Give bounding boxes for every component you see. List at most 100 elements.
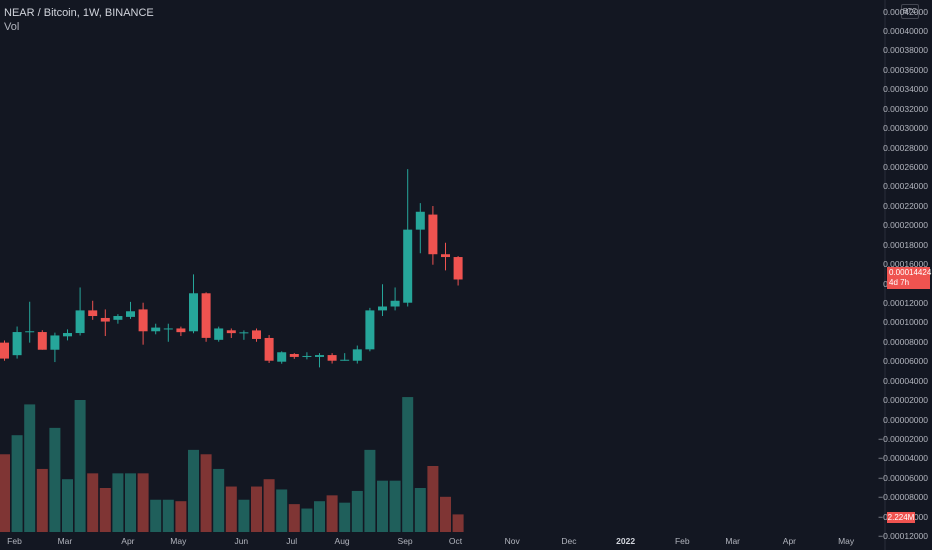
price-tick-label: −0.00008000 [878, 492, 928, 503]
last-price-value: 0.00014424 [889, 268, 932, 277]
time-tick-label: Mar [57, 536, 73, 546]
time-tick-label: Sep [397, 536, 413, 546]
candle-body [37, 332, 47, 350]
candle-body [403, 229, 413, 303]
candle-body [428, 214, 438, 255]
volume-bar [213, 468, 225, 532]
candle [176, 326, 186, 337]
candle-body [75, 310, 85, 334]
volume-bar [402, 397, 414, 532]
price-tick-label: 0.00042000 [883, 6, 928, 17]
volume-bar [452, 514, 464, 532]
time-tick-label: 2022 [616, 536, 636, 546]
candle [37, 330, 47, 350]
candle [88, 300, 98, 320]
candle [50, 332, 60, 363]
volume-bar [263, 479, 275, 532]
candle [126, 301, 135, 319]
volume-bar [351, 490, 363, 532]
volume-bar [427, 466, 439, 532]
candle-body [25, 331, 35, 333]
time-tick-label: May [838, 536, 855, 546]
last-price-tag: 0.00014424 4d 7h [887, 267, 932, 289]
volume-bar [175, 501, 187, 532]
candle [113, 314, 123, 324]
volume-bar [188, 449, 199, 532]
price-tick-label: 0.00000000 [883, 414, 928, 425]
time-tick-label: Apr [782, 536, 797, 546]
candle-body [113, 316, 123, 320]
candle [415, 203, 425, 254]
volume-bar [339, 502, 351, 532]
volume-bar [0, 454, 10, 532]
price-tick-label: −0.00002000 [878, 434, 928, 445]
price-tick-label: 0.00018000 [883, 239, 928, 250]
candle-body [189, 293, 198, 332]
price-tick-label: 0.00022000 [883, 200, 928, 211]
time-tick-label: Oct [448, 536, 463, 546]
candle-body [163, 328, 173, 330]
candle-body [63, 333, 72, 337]
volume-bar [364, 449, 376, 532]
volume-label[interactable]: Vol [4, 21, 20, 33]
price-tick-label: 0.00024000 [883, 181, 928, 192]
volume-bars-layer [0, 397, 464, 532]
volume-bar [440, 496, 451, 532]
candle-body [176, 328, 186, 333]
volume-bar [24, 404, 36, 532]
price-tick-label: 0.00008000 [883, 336, 928, 347]
volume-bar [301, 508, 313, 532]
symbol-title[interactable]: NEAR / Bitcoin, 1W, BINANCE [4, 7, 154, 19]
volume-bar [162, 499, 174, 532]
price-tick-label: 0.00004000 [883, 375, 928, 386]
candle [327, 353, 337, 364]
volume-bar [49, 427, 61, 532]
last-volume-tag: 2.224M [887, 512, 915, 523]
candle-body [0, 342, 9, 359]
candle-body [264, 337, 274, 361]
volume-bar [125, 473, 136, 532]
candle-body [151, 327, 161, 332]
volume-bar [314, 501, 325, 532]
volume-bar [377, 480, 388, 532]
candle-body [378, 306, 387, 311]
time-tick-label: May [170, 536, 187, 546]
volume-bar [62, 479, 73, 532]
price-tick-label: 0.00036000 [883, 64, 928, 75]
time-tick-label: Feb [674, 536, 690, 546]
volume-bar [99, 488, 111, 532]
candle-body [138, 309, 148, 332]
price-tick-label: 0.00006000 [883, 356, 928, 367]
price-tick-label: 0.00020000 [883, 220, 928, 231]
bar-countdown: 4d 7h [889, 278, 910, 287]
price-tick-label: −0.00012000 [878, 531, 928, 542]
candle [315, 353, 324, 368]
candle [239, 330, 249, 340]
candle [378, 284, 387, 317]
volume-bar [137, 473, 149, 532]
candle [189, 274, 198, 334]
candle-body [327, 355, 337, 361]
price-tick-label: 0.00028000 [883, 142, 928, 153]
time-tick-label: Apr [121, 536, 135, 546]
candle [252, 328, 261, 342]
candle [0, 340, 9, 361]
candle-body [201, 293, 211, 338]
candle-body [352, 349, 362, 361]
candle [302, 352, 312, 360]
candle [403, 169, 413, 307]
volume-bar [326, 495, 338, 532]
volume-bar [11, 435, 23, 532]
volume-bar [389, 480, 401, 532]
volume-bar [238, 499, 250, 532]
currency-badge[interactable]: BTC [901, 4, 919, 19]
price-tick-label: 0.00038000 [883, 45, 928, 56]
volume-bar [112, 473, 124, 532]
candle [277, 351, 287, 364]
candle [214, 326, 224, 342]
candle-body [226, 330, 236, 334]
candle-body [214, 328, 224, 340]
candle-body [340, 359, 350, 361]
candle-body [50, 335, 60, 350]
